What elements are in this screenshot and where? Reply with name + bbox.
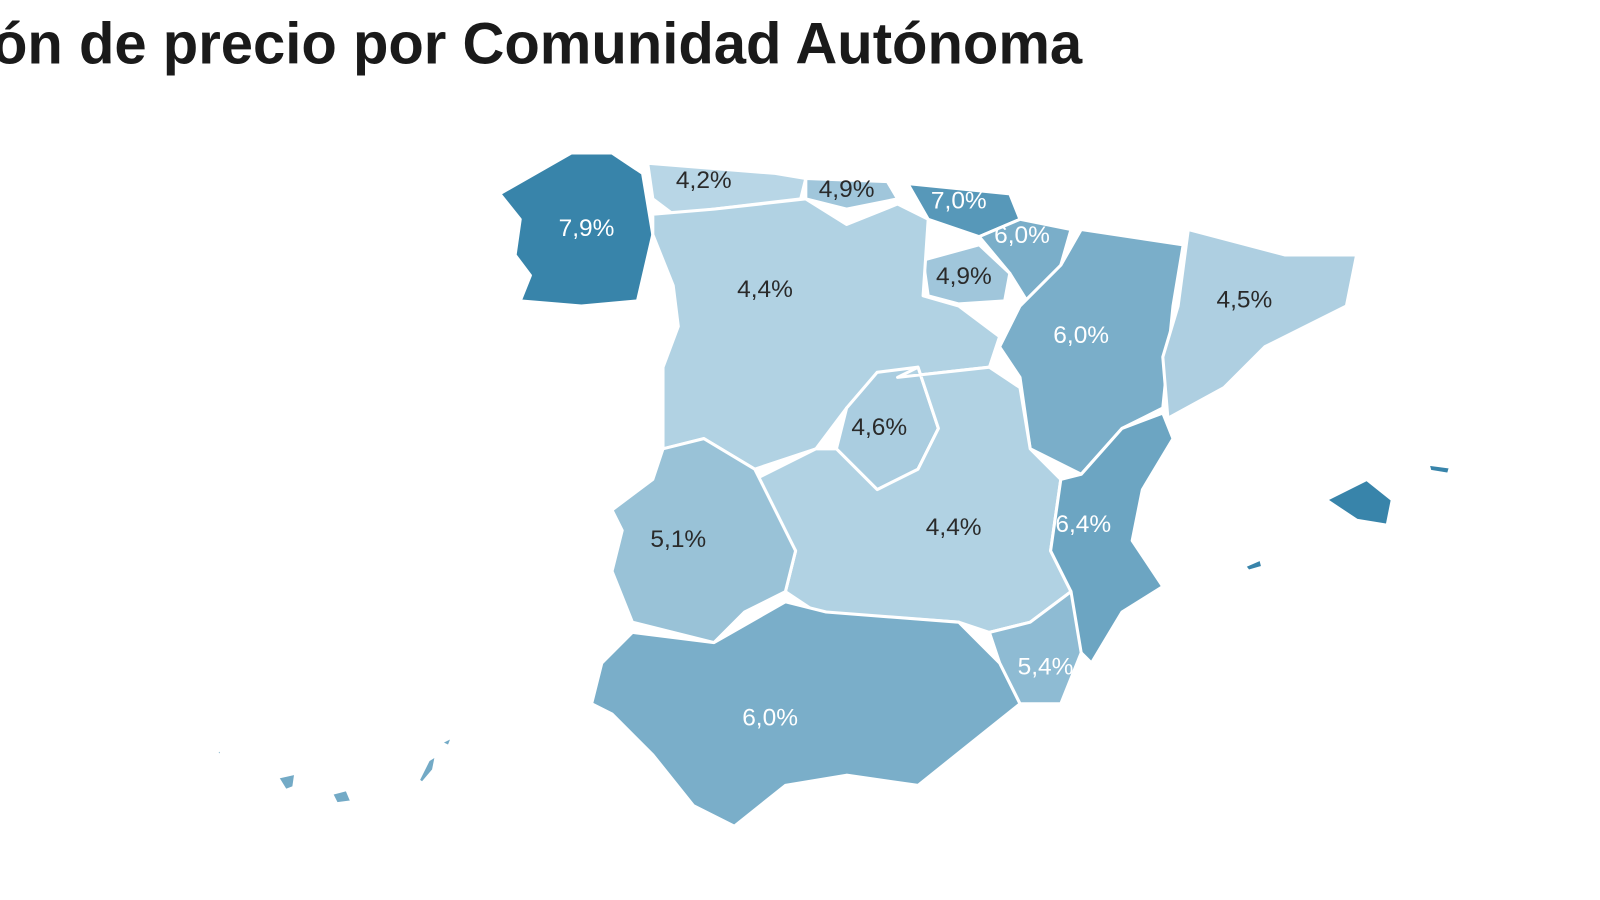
region-label: 5,4% (1018, 654, 1074, 681)
region-label: 6,2% (268, 738, 324, 765)
region (1426, 462, 1452, 476)
region-label: 4,5% (1217, 286, 1273, 313)
region-label: 4,2% (676, 167, 732, 194)
region (439, 734, 455, 749)
region-label: 5,1% (650, 526, 706, 553)
region (590, 600, 1022, 828)
region (214, 747, 224, 759)
region-label: 4,9% (936, 263, 992, 290)
region (275, 771, 298, 793)
region-label: 7,9% (559, 215, 615, 242)
region (1242, 557, 1265, 573)
region (1049, 411, 1175, 665)
region-label: 6,0% (994, 222, 1050, 249)
region-label: 4,4% (737, 276, 793, 303)
region (416, 753, 439, 785)
region (1324, 477, 1394, 527)
region-label: 4,6% (851, 414, 907, 441)
region-label: 6,0% (742, 705, 798, 732)
region (329, 787, 354, 806)
region (1161, 227, 1359, 420)
region (998, 227, 1185, 476)
region-label: 7,0% (931, 187, 987, 214)
region (804, 176, 900, 211)
region (498, 151, 655, 308)
map-title: ón de precio por Comunidad Autónoma (0, 11, 1083, 76)
region-label: 6,4% (1055, 511, 1111, 538)
region-label: 7,9% (1334, 434, 1390, 461)
map-body: 7,9%4,2% 4,9% 7,0%6,0%4,9%4,4%6,0%4,5%4,6%… (214, 151, 1452, 828)
region-label: 4,4% (926, 514, 982, 541)
region-label: 4,9% (819, 176, 875, 203)
region-label: 6,0% (1053, 322, 1109, 349)
